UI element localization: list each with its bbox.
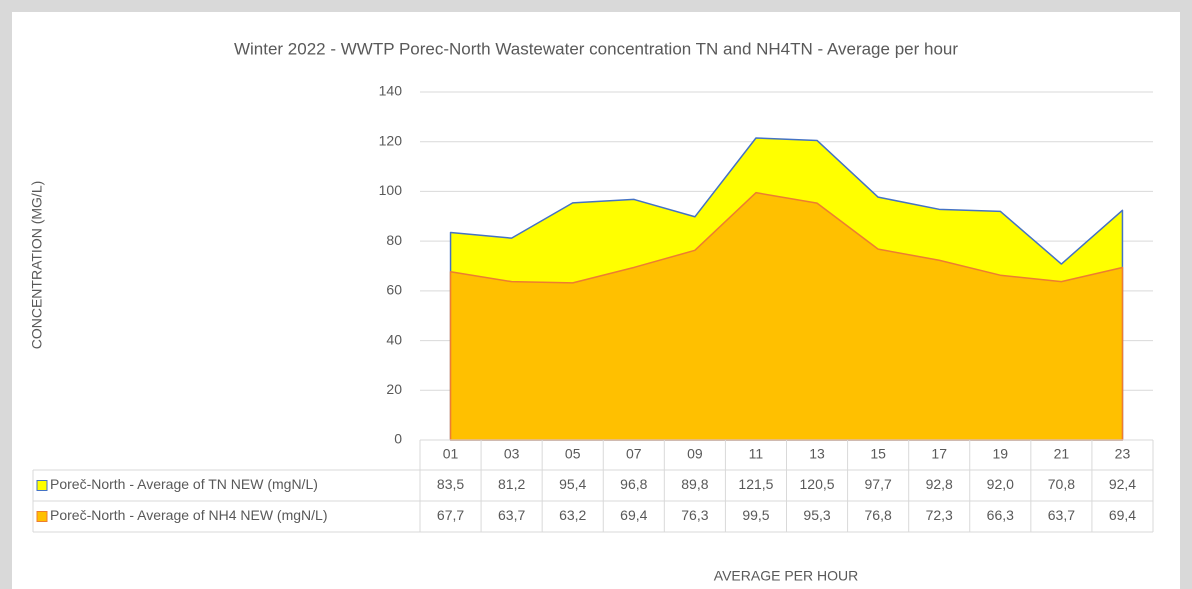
y-tick-label: 100 — [379, 182, 403, 198]
y-tick-label: 0 — [394, 431, 402, 447]
legend-label: Poreč-North - Average of NH4 NEW (mgN/L) — [50, 507, 328, 523]
y-axis-title: CONCENTRATION (MG/L) — [29, 181, 45, 350]
x-tick-label: 13 — [809, 446, 825, 462]
x-tick-label: 01 — [443, 446, 459, 462]
table-value: 70,8 — [1048, 476, 1075, 492]
x-tick-label: 09 — [687, 446, 703, 462]
y-tick-label: 60 — [386, 282, 402, 298]
x-tick-label: 23 — [1115, 446, 1131, 462]
x-tick-label: 21 — [1054, 446, 1070, 462]
area-series — [449, 191, 1124, 441]
table-value: 63,7 — [498, 507, 525, 523]
table-value: 66,3 — [987, 507, 1014, 523]
table-value: 121,5 — [738, 476, 773, 492]
y-tick-label: 140 — [379, 83, 403, 99]
table-value: 99,5 — [742, 507, 769, 523]
table-value: 96,8 — [620, 476, 647, 492]
table-value: 120,5 — [800, 476, 835, 492]
y-tick-label: 20 — [386, 381, 402, 397]
legend-key — [36, 511, 48, 522]
table-value: 92,0 — [987, 476, 1014, 492]
table-value: 95,4 — [559, 476, 586, 492]
y-tick-label: 80 — [386, 232, 402, 248]
x-tick-label: 05 — [565, 446, 581, 462]
table-value: 92,4 — [1109, 476, 1136, 492]
table-value: 72,3 — [926, 507, 953, 523]
x-tick-label: 11 — [749, 446, 764, 462]
y-tick-label: 120 — [379, 132, 403, 148]
legend-key — [36, 480, 48, 491]
legend-label: Poreč-North - Average of TN NEW (mgN/L) — [50, 476, 318, 492]
chart-title: Winter 2022 - WWTP Porec-North Wastewate… — [234, 39, 958, 58]
x-tick-label: 17 — [931, 446, 947, 462]
table-value: 92,8 — [926, 476, 953, 492]
table-value: 95,3 — [803, 507, 830, 523]
table-value: 67,7 — [437, 507, 464, 523]
x-tick-label: 19 — [993, 446, 1009, 462]
x-tick-label: 15 — [870, 446, 886, 462]
y-tick-label: 40 — [386, 331, 402, 347]
table-value: 76,8 — [865, 507, 892, 523]
table-value: 63,2 — [559, 507, 586, 523]
table-value: 89,8 — [681, 476, 708, 492]
table-value: 69,4 — [620, 507, 647, 523]
table-value: 69,4 — [1109, 507, 1136, 523]
table-value: 76,3 — [681, 507, 708, 523]
x-tick-label: 03 — [504, 446, 520, 462]
table-value: 97,7 — [865, 476, 892, 492]
table-value: 63,7 — [1048, 507, 1075, 523]
table-value: 83,5 — [437, 476, 464, 492]
table-value: 81,2 — [498, 476, 525, 492]
x-tick-label: 07 — [626, 446, 642, 462]
x-axis-title: AVERAGE PER HOUR — [714, 568, 858, 584]
